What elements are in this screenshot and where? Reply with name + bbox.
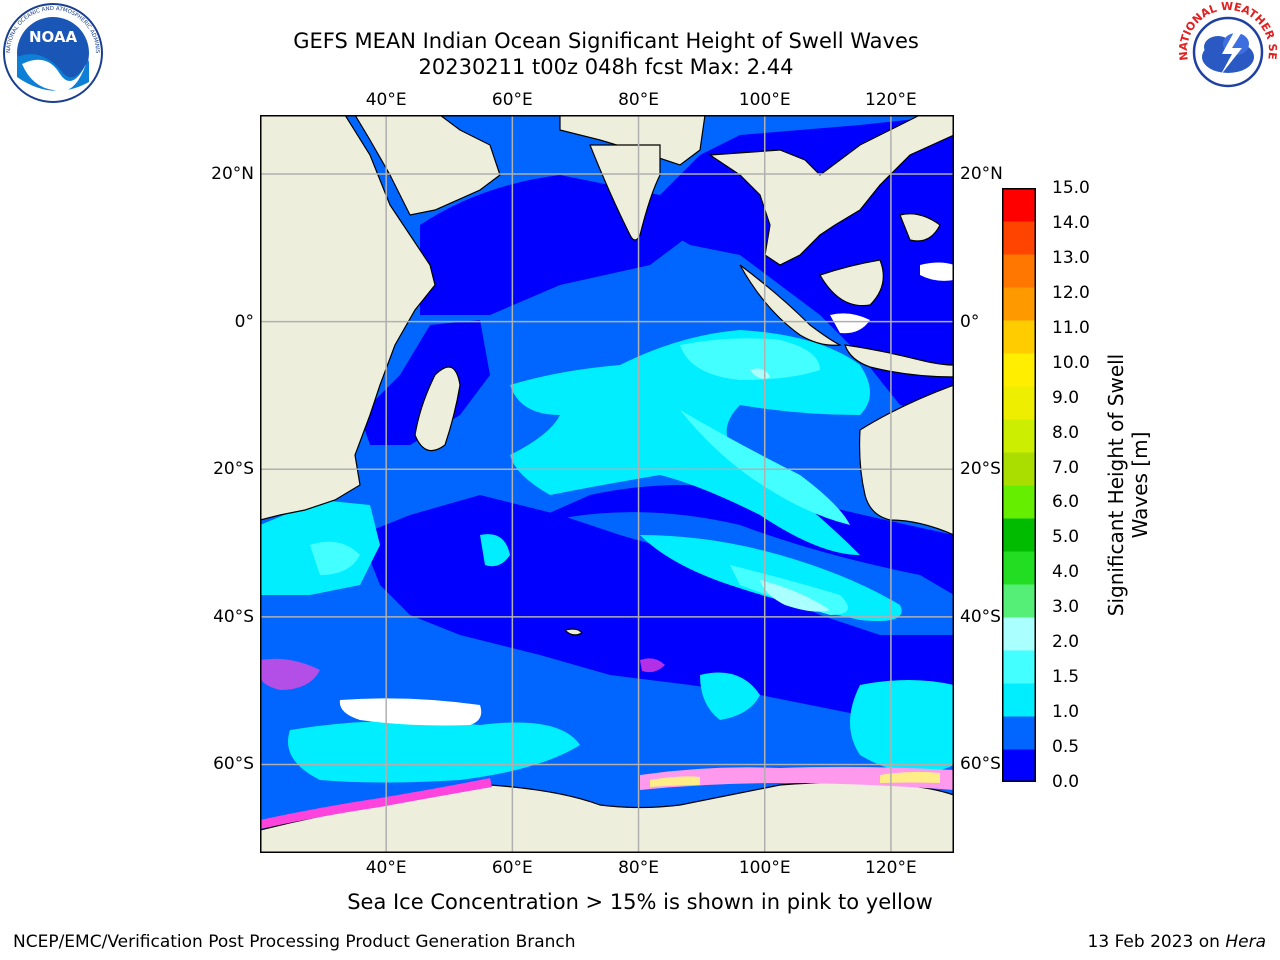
colorbar-cell (1002, 287, 1036, 321)
chart-subtitle-run-info: 20230211 t00z 048h fcst Max: 2.44 (418, 55, 794, 79)
colorbar-cell (1002, 551, 1036, 585)
lon-tick-label-top: 100°E (738, 90, 791, 110)
swell-band-1.5-2.0 (310, 338, 850, 615)
lat-tick-label-right: 20°N (960, 164, 1003, 185)
colorbar-cell (1002, 683, 1036, 717)
footer-host: Hera (1225, 932, 1266, 952)
colorbar-cell (1002, 452, 1036, 486)
colorbar-cell (1002, 749, 1036, 782)
colorbar-tick-label: 10.0 (1052, 352, 1090, 373)
colorbar-title: Significant Height of Swell Waves [m] (1104, 354, 1152, 616)
lon-tick-label-bottom: 80°E (618, 858, 659, 878)
colorbar-tick-label: 3.0 (1052, 597, 1080, 618)
colorbar-tick-label: 13.0 (1052, 247, 1090, 268)
footer-date: 13 Feb 2023 on Hera (1088, 932, 1266, 952)
lon-tick-label-bottom: 60°E (491, 858, 533, 878)
graticule (260, 115, 954, 853)
colorbar-cell (1002, 617, 1036, 651)
colorbar-tick-label: 2.0 (1052, 632, 1080, 653)
colorbar-tick-label: 5.0 (1052, 527, 1080, 548)
lon-tick-label-bottom: 100°E (738, 858, 791, 878)
colorbar-cell (1002, 716, 1036, 750)
noaa-logo-icon: NOAA NATIONAL OCEANIC AND ATMOSPHERIC AD… (2, 2, 103, 103)
colorbar-tick-label: 9.0 (1052, 387, 1080, 408)
colorbar-tick-label: 8.0 (1052, 422, 1080, 443)
colorbar-cell (1002, 485, 1036, 519)
lat-tick-label-left: 60°S (213, 754, 254, 775)
colorbar-tick-label: 0.0 (1052, 772, 1080, 792)
lat-tick-label-left: 20°S (213, 459, 254, 480)
footer-date-text: 13 Feb 2023 on (1087, 932, 1226, 952)
lon-tick-label-bottom: 40°E (365, 858, 407, 878)
colorbar-cell (1002, 188, 1036, 222)
chart-title: GEFS MEAN Indian Ocean Significant Heigh… (293, 29, 919, 53)
sea-ice-fringe (260, 658, 954, 829)
colorbar-tick-label: 14.0 (1052, 212, 1090, 233)
lat-tick-label-left: 0° (234, 311, 254, 332)
lat-tick-label-left: 40°S (213, 606, 254, 627)
nws-logo-icon: NATIONAL WEATHER SERVICE (1178, 2, 1278, 100)
colorbar-cell (1002, 254, 1036, 288)
lon-tick-label-bottom: 120°E (865, 858, 917, 878)
colorbar-tick-label: 11.0 (1052, 317, 1090, 338)
lat-tick-label-right: 60°S (960, 754, 1001, 775)
colorbar-tick-label: 1.0 (1052, 702, 1080, 723)
colorbar-tick-label: 15.0 (1052, 178, 1090, 198)
colorbar-cell (1002, 650, 1036, 684)
lon-tick-label-top: 40°E (365, 90, 407, 110)
colorbar-cell (1002, 419, 1036, 453)
colorbar-cell (1002, 518, 1036, 552)
lon-tick-label-top: 80°E (618, 90, 659, 110)
lat-tick-label-right: 20°S (960, 459, 1001, 480)
sea-ice-note: Sea Ice Concentration > 15% is shown in … (347, 890, 933, 914)
colorbar-tick-label: 4.0 (1052, 562, 1080, 583)
lat-tick-label-right: 40°S (960, 606, 1001, 627)
no-data-patches (339, 262, 954, 726)
colorbar-tick-label: 7.0 (1052, 457, 1080, 478)
colorbar-cell (1002, 320, 1036, 354)
lat-tick-label-right: 0° (960, 311, 980, 332)
lon-tick-label-top: 120°E (865, 90, 917, 110)
map-frame (260, 115, 954, 853)
colorbar-title-line1: Significant Height of Swell (1104, 353, 1128, 617)
colorbar-tick-label: 1.5 (1052, 667, 1080, 688)
colorbar-tick-label: 12.0 (1052, 282, 1090, 303)
footer-branch: NCEP/EMC/Verification Post Processing Pr… (13, 932, 576, 952)
swell-height-map (260, 115, 954, 853)
lon-tick-label-top: 60°E (491, 90, 533, 110)
colorbar-tick-label: 6.0 (1052, 492, 1080, 513)
colorbar-cell (1002, 221, 1036, 255)
colorbar-cell (1002, 353, 1036, 387)
colorbar-cell (1002, 386, 1036, 420)
colorbar (1002, 188, 1036, 782)
svg-text:NOAA: NOAA (29, 28, 78, 46)
colorbar-title-line2: Waves [m] (1128, 431, 1152, 539)
colorbar-cell (1002, 584, 1036, 618)
colorbar-tick-label: 0.5 (1052, 737, 1080, 758)
lat-tick-label-left: 20°N (211, 164, 254, 185)
